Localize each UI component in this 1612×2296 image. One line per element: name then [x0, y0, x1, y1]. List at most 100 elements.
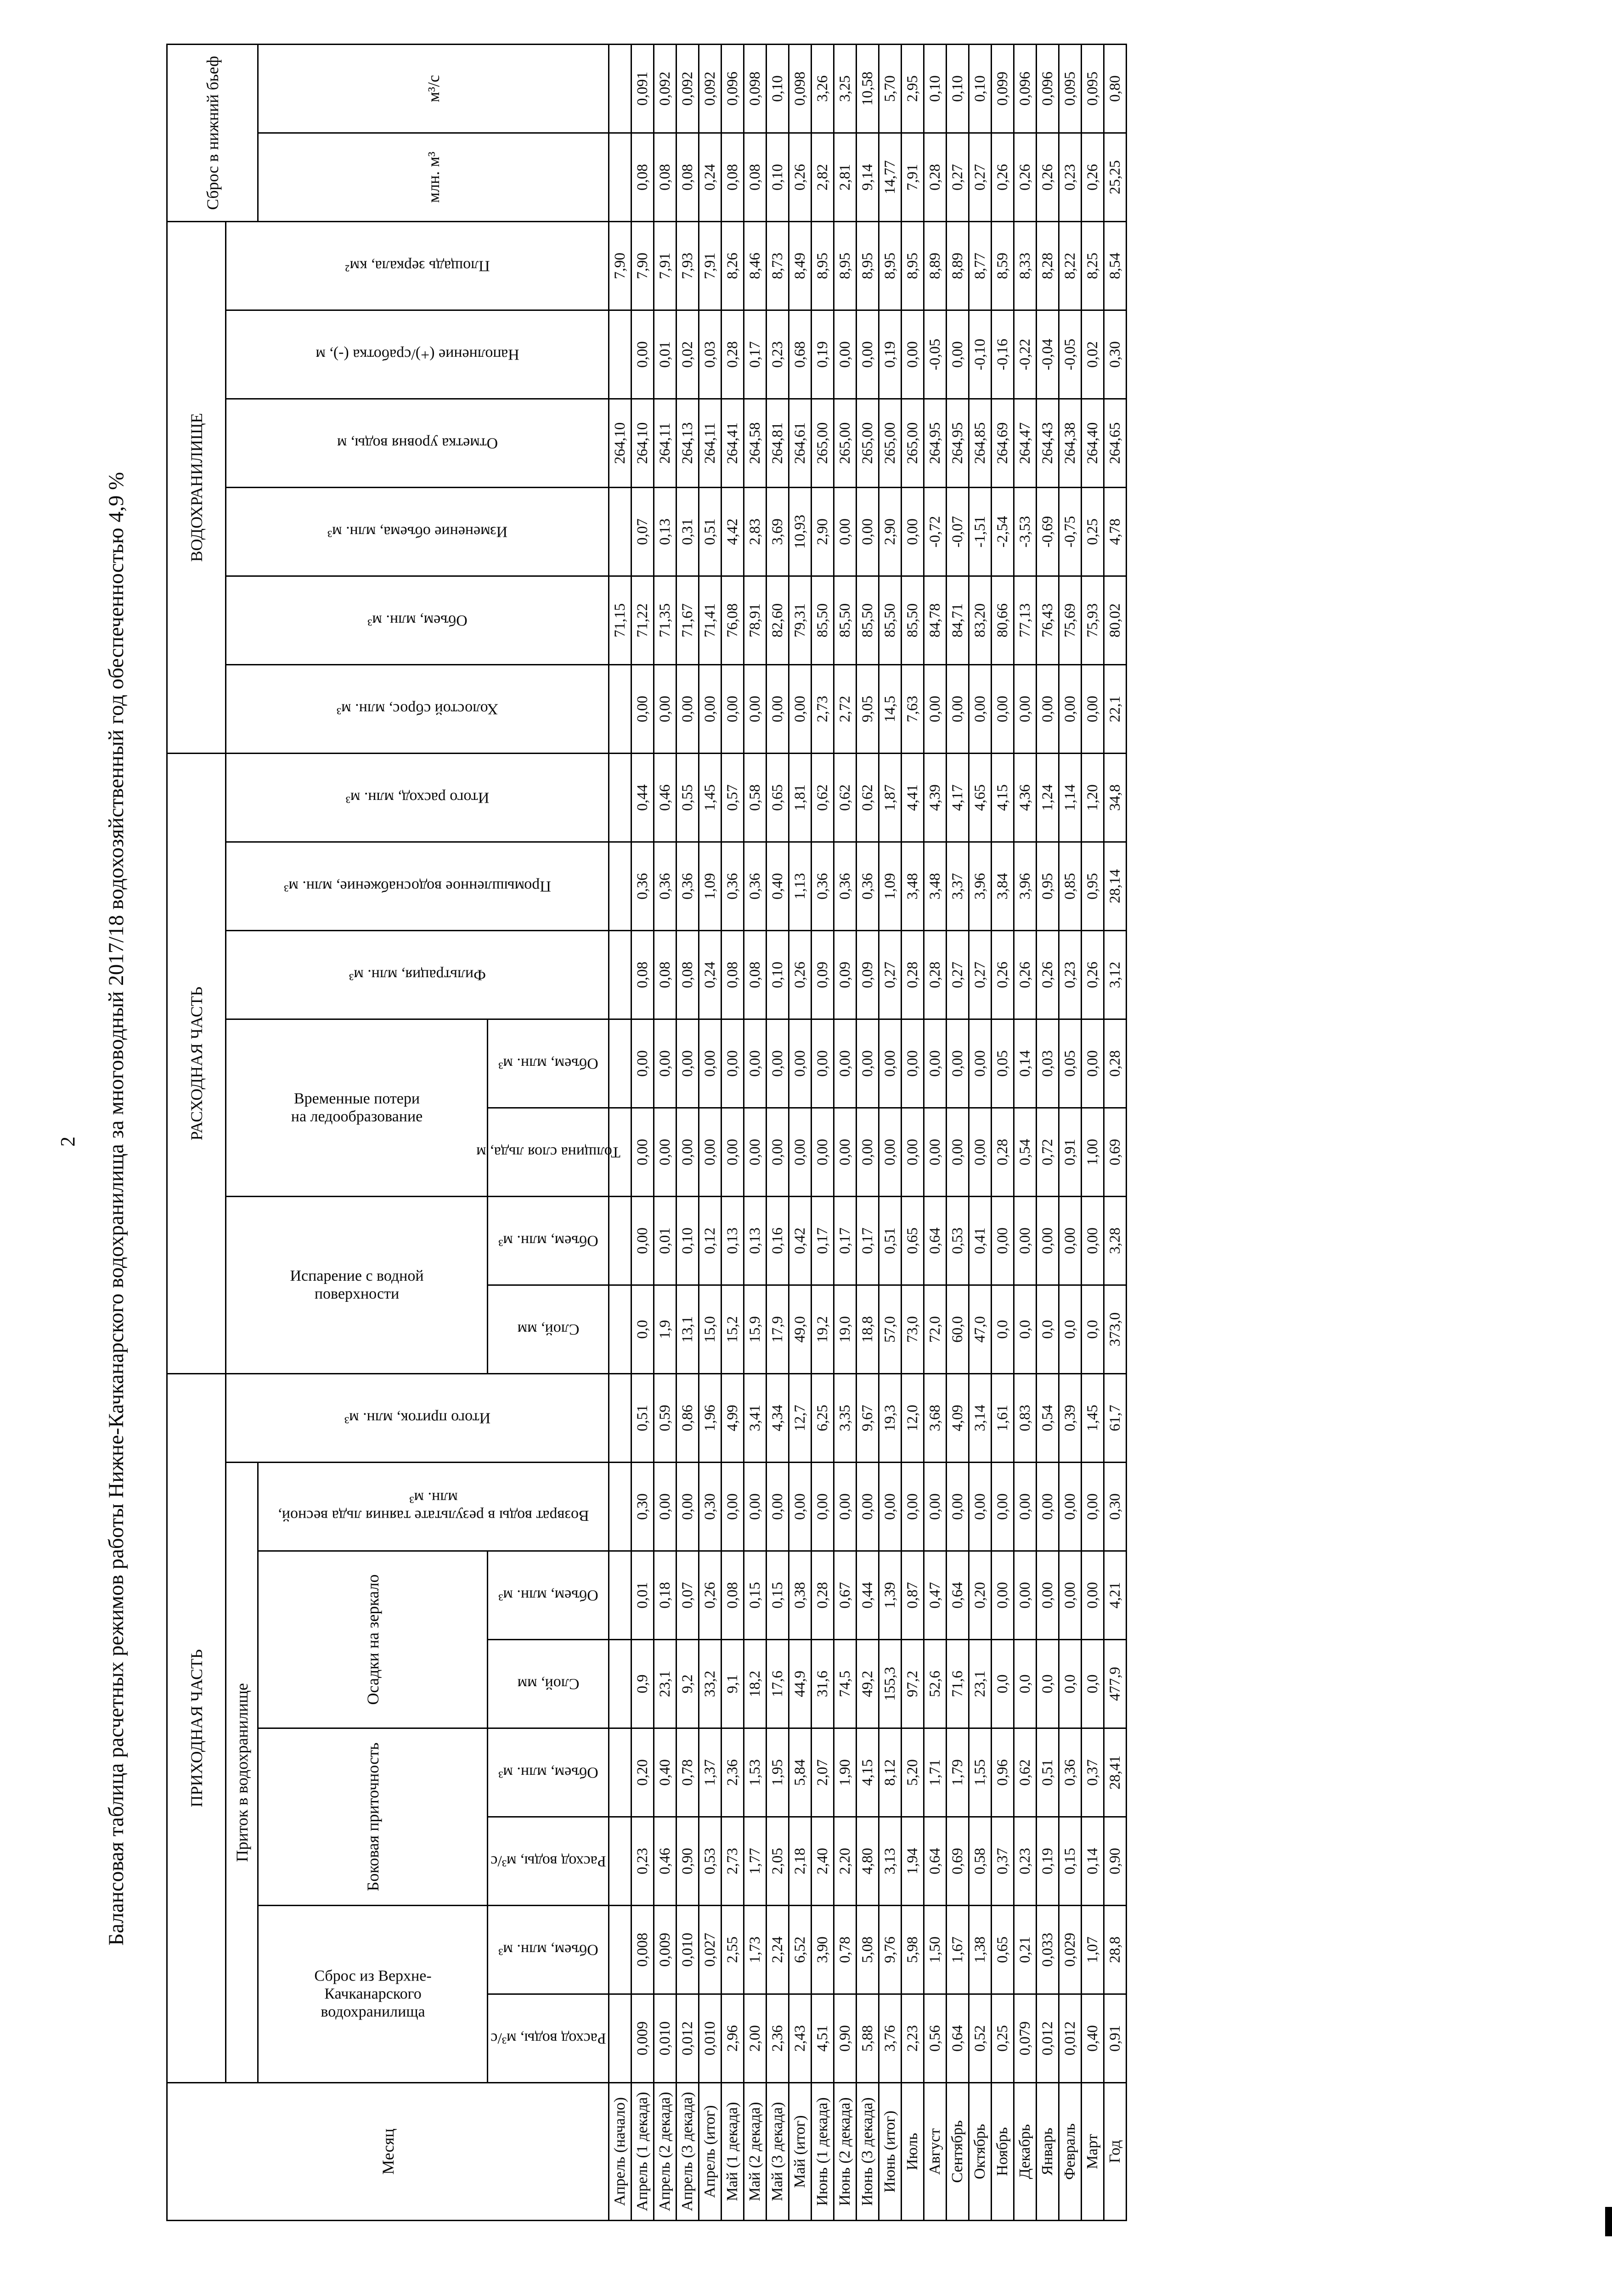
cell-sbros-mln-m3: 0,23 [1059, 133, 1082, 222]
cell-vozvrat: 0,00 [744, 1462, 767, 1551]
header-obyem: Объем, млн. м³ [225, 576, 609, 665]
cell-itogo-pritok: 19,3 [879, 1373, 902, 1463]
cell-vk-rashod: 0,079 [1014, 1994, 1037, 2083]
cell-bok-rashod: 0,23 [631, 1817, 654, 1906]
cell-poteri-obyem: 0,00 [811, 1019, 834, 1108]
cell-napolnenie: -0,10 [969, 310, 992, 399]
balance-table: Месяц ПРИХОДНАЯ ЧАСТЬ РАСХОДНАЯ ЧАСТЬ ВО… [166, 44, 1127, 2221]
cell-sbros-mln-m3: 2,81 [834, 133, 857, 222]
cell-holostoy-sbros: 0,00 [676, 664, 699, 754]
cell-otmetka: 265,00 [901, 399, 924, 488]
cell-obyem: 71,67 [676, 576, 699, 665]
cell-itogo-rashod: 0,55 [676, 753, 699, 842]
cell-ploschad: 8,54 [1104, 221, 1127, 310]
cell-itogo-pritok: 0,83 [1014, 1373, 1037, 1463]
cell-promyshlennoe: 28,14 [1104, 842, 1127, 931]
cell-filtraciya [609, 930, 631, 1019]
month-label: Август [924, 2082, 947, 2221]
cell-vk-rashod: 0,009 [631, 1994, 654, 2083]
cell-filtraciya: 0,26 [991, 930, 1014, 1019]
cell-osadki-sloy: 9,2 [676, 1639, 699, 1728]
cell-vk-obyem: 0,21 [1014, 1905, 1037, 1994]
cell-poteri-obyem: 0,03 [1036, 1019, 1059, 1108]
group-prihodnaya-label: ПРИХОДНАЯ ЧАСТЬ [187, 1649, 206, 1807]
cell-itogo-rashod: 4,41 [901, 753, 924, 842]
group-prihodnaya-chast: ПРИХОДНАЯ ЧАСТЬ [167, 1373, 226, 2083]
cell-osadki-obyem: 4,21 [1104, 1551, 1127, 1640]
cell-itogo-rashod: 4,39 [924, 753, 947, 842]
header-promyshlennoe-label: Промышленное водоснабжение, млн. м³ [283, 878, 551, 895]
cell-isp-obyem: 0,00 [1059, 1196, 1082, 1285]
cell-obyem: 83,20 [969, 576, 992, 665]
header-filtraciya: Фильтрация, млн. м³ [225, 930, 609, 1019]
cell-obyem: 71,22 [631, 576, 654, 665]
cell-sbros-m3-s: 0,092 [699, 44, 721, 133]
cell-izmenenie-obyema: 0,51 [699, 487, 721, 576]
cell-isp-obyem: 0,51 [879, 1196, 902, 1285]
cell-filtraciya: 0,10 [766, 930, 789, 1019]
cell-vk-rashod: 0,012 [1036, 1994, 1059, 2083]
cell-osadki-sloy: 49,2 [856, 1639, 879, 1728]
header-isp-obyem: Объем, млн. м³ [487, 1196, 609, 1285]
cell-tolschina: 0,54 [1014, 1108, 1037, 1197]
header-pritok-label: Приток в водохранилище [232, 1683, 251, 1862]
month-label: Февраль [1059, 2082, 1082, 2221]
cell-otmetka: 264,10 [631, 399, 654, 488]
unit-obyem-mln: Объем, млн. м³ [498, 1764, 598, 1781]
cell-promyshlennoe: 0,36 [744, 842, 767, 931]
cell-vk-obyem: 2,55 [721, 1905, 744, 1994]
cell-sbros-mln-m3: 0,24 [699, 133, 721, 222]
cell-isp-sloy: 18,8 [856, 1285, 879, 1374]
cell-vk-obyem: 0,78 [834, 1905, 857, 1994]
cell-sbros-m3-s: 0,098 [789, 44, 812, 133]
cell-tolschina: 0,00 [811, 1108, 834, 1197]
cell-osadki-sloy: 97,2 [901, 1639, 924, 1728]
cell-bok-rashod: 2,18 [789, 1817, 812, 1906]
header-itogo-pritok: Итого приток, млн. м³ [225, 1373, 609, 1463]
cell-sbros-m3-s: 0,096 [1036, 44, 1059, 133]
cell-sbros-m3-s: 0,096 [721, 44, 744, 133]
cell-vk-rashod: 2,36 [766, 1994, 789, 2083]
cell-osadki-sloy: 44,9 [789, 1639, 812, 1728]
cell-vk-obyem: 9,76 [879, 1905, 902, 1994]
month-label: Апрель (итог) [699, 2082, 721, 2221]
month-label: Март [1081, 2082, 1104, 2221]
month-label: Май (итог) [789, 2082, 812, 2221]
cell-isp-sloy: 15,0 [699, 1285, 721, 1374]
cell-promyshlennoe: 0,36 [676, 842, 699, 931]
cell-filtraciya: 0,26 [1036, 930, 1059, 1019]
header-mln-m3-label: млн. м³ [424, 152, 443, 203]
cell-osadki-sloy: 17,6 [766, 1639, 789, 1728]
cell-bok-obyem: 0,78 [676, 1728, 699, 1817]
cell-holostoy-sbros: 0,00 [766, 664, 789, 754]
cell-vk-obyem: 1,67 [946, 1905, 969, 1994]
cell-isp-sloy: 0,0 [1014, 1285, 1037, 1374]
cell-itogo-pritok: 6,25 [811, 1373, 834, 1463]
cell-obyem: 79,31 [789, 576, 812, 665]
cell-poteri-obyem: 0,00 [924, 1019, 947, 1108]
cell-promyshlennoe: 3,96 [1014, 842, 1037, 931]
cell-bok-obyem: 1,37 [699, 1728, 721, 1817]
cell-filtraciya: 0,24 [699, 930, 721, 1019]
header-vozvrat-vody: Возврат воды в результате таяния льда ве… [258, 1462, 609, 1551]
cell-sbros-m3-s: 0,10 [766, 44, 789, 133]
cell-promyshlennoe: 0,36 [834, 842, 857, 931]
cell-tolschina: 0,00 [699, 1108, 721, 1197]
cell-itogo-rashod: 1,87 [879, 753, 902, 842]
cell-isp-sloy: 0,0 [1081, 1285, 1104, 1374]
cell-poteri-obyem: 0,00 [766, 1019, 789, 1108]
cell-otmetka: 264,38 [1059, 399, 1082, 488]
cell-holostoy-sbros: 0,00 [789, 664, 812, 754]
cell-obyem: 85,50 [834, 576, 857, 665]
cell-osadki-obyem: 0,44 [856, 1551, 879, 1640]
cell-vk-obyem: 0,033 [1036, 1905, 1059, 1994]
cell-osadki-obyem: 0,00 [991, 1551, 1014, 1640]
cell-filtraciya: 0,08 [631, 930, 654, 1019]
cell-promyshlennoe: 0,40 [766, 842, 789, 931]
cell-bok-rashod: 2,05 [766, 1817, 789, 1906]
cell-tolschina: 0,00 [789, 1108, 812, 1197]
month-row: Август 0,56 1,50 0,64 1,71 52,6 0,47 0,00 3,68 72… [924, 44, 947, 2221]
cell-isp-sloy: 15,2 [721, 1285, 744, 1374]
cell-promyshlennoe: 1,13 [789, 842, 812, 931]
cell-poteri-obyem: 0,14 [1014, 1019, 1037, 1108]
